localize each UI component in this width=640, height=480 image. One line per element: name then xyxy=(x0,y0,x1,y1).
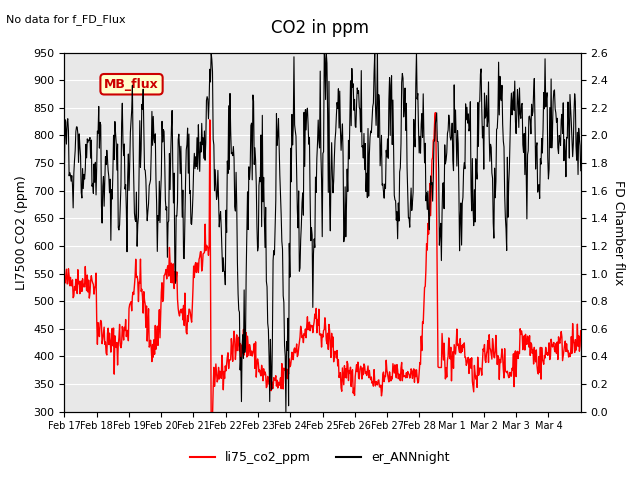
Text: CO2 in ppm: CO2 in ppm xyxy=(271,19,369,37)
Text: No data for f_FD_Flux: No data for f_FD_Flux xyxy=(6,14,126,25)
Text: MB_flux: MB_flux xyxy=(104,78,159,91)
Y-axis label: LI7500 CO2 (ppm): LI7500 CO2 (ppm) xyxy=(15,175,28,289)
Legend: li75_co2_ppm, er_ANNnight: li75_co2_ppm, er_ANNnight xyxy=(186,446,454,469)
Y-axis label: FD Chamber flux: FD Chamber flux xyxy=(612,180,625,285)
